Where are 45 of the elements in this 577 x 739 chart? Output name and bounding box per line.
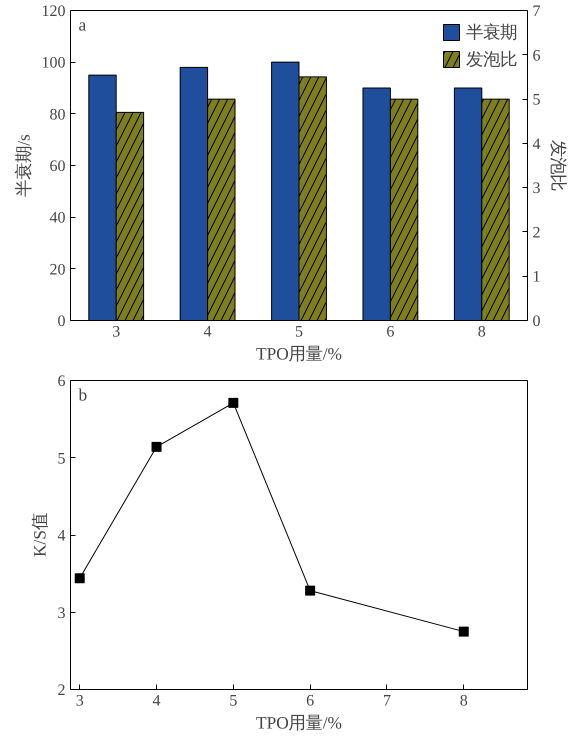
y2-tick-label: 5 xyxy=(532,92,540,109)
x-tick-label: 3 xyxy=(112,324,120,340)
y-tick-label: 60 xyxy=(50,158,66,175)
annotation: b xyxy=(78,386,88,404)
point xyxy=(458,626,469,637)
y-tick-label: 4 xyxy=(58,528,66,544)
x-tick-label: 8 xyxy=(478,324,486,340)
y-tick-label: 2 xyxy=(58,682,66,699)
point xyxy=(305,586,316,596)
point xyxy=(228,398,238,408)
y-tick-label: 120 xyxy=(42,3,66,20)
y2-tick-label: 3 xyxy=(532,180,540,198)
y-tick-label: 3 xyxy=(58,604,66,622)
y-tick-label: 6 xyxy=(58,373,66,390)
y2-axis-title: 发泡比 xyxy=(548,140,568,191)
x-tick-label: 8 xyxy=(460,692,468,710)
x-tick-label: 5 xyxy=(295,324,303,340)
point xyxy=(74,573,85,584)
y2-tick-label: 6 xyxy=(532,47,540,64)
y2-tick-label: 7 xyxy=(532,3,540,20)
y-tick-label: 80 xyxy=(50,106,66,124)
x-tick-label: 7 xyxy=(382,692,391,710)
legend-label: 发泡比 xyxy=(466,49,517,71)
y2-tick-label: 4 xyxy=(532,136,540,153)
y-tick-label: 40 xyxy=(50,210,66,227)
x-axis-title: TPO用量/% xyxy=(256,344,342,364)
y-tick-label: 5 xyxy=(58,450,66,468)
y-tick-label: 0 xyxy=(58,313,66,330)
annotation: a xyxy=(78,16,86,34)
y-tick-label: 100 xyxy=(42,54,66,72)
x-tick-label: 3 xyxy=(76,692,84,710)
x-tick-label: 5 xyxy=(229,692,238,710)
x-tick-label: 4 xyxy=(152,692,161,710)
y-tick-label: 20 xyxy=(50,261,66,278)
x-tick-label: 6 xyxy=(386,324,394,340)
legend-label: 半衰期 xyxy=(466,22,517,44)
y-axis-title: K/S值 xyxy=(30,513,50,557)
x-axis-title: TPO用量/% xyxy=(256,714,342,732)
y-axis-title: 半衰期/s xyxy=(14,134,34,197)
y2-tick-label: 0 xyxy=(532,313,540,330)
x-tick-label: 4 xyxy=(204,324,212,340)
y2-tick-label: 2 xyxy=(532,224,540,242)
point xyxy=(152,442,162,452)
y2-tick-label: 1 xyxy=(532,268,540,286)
x-tick-label: 6 xyxy=(306,692,314,710)
